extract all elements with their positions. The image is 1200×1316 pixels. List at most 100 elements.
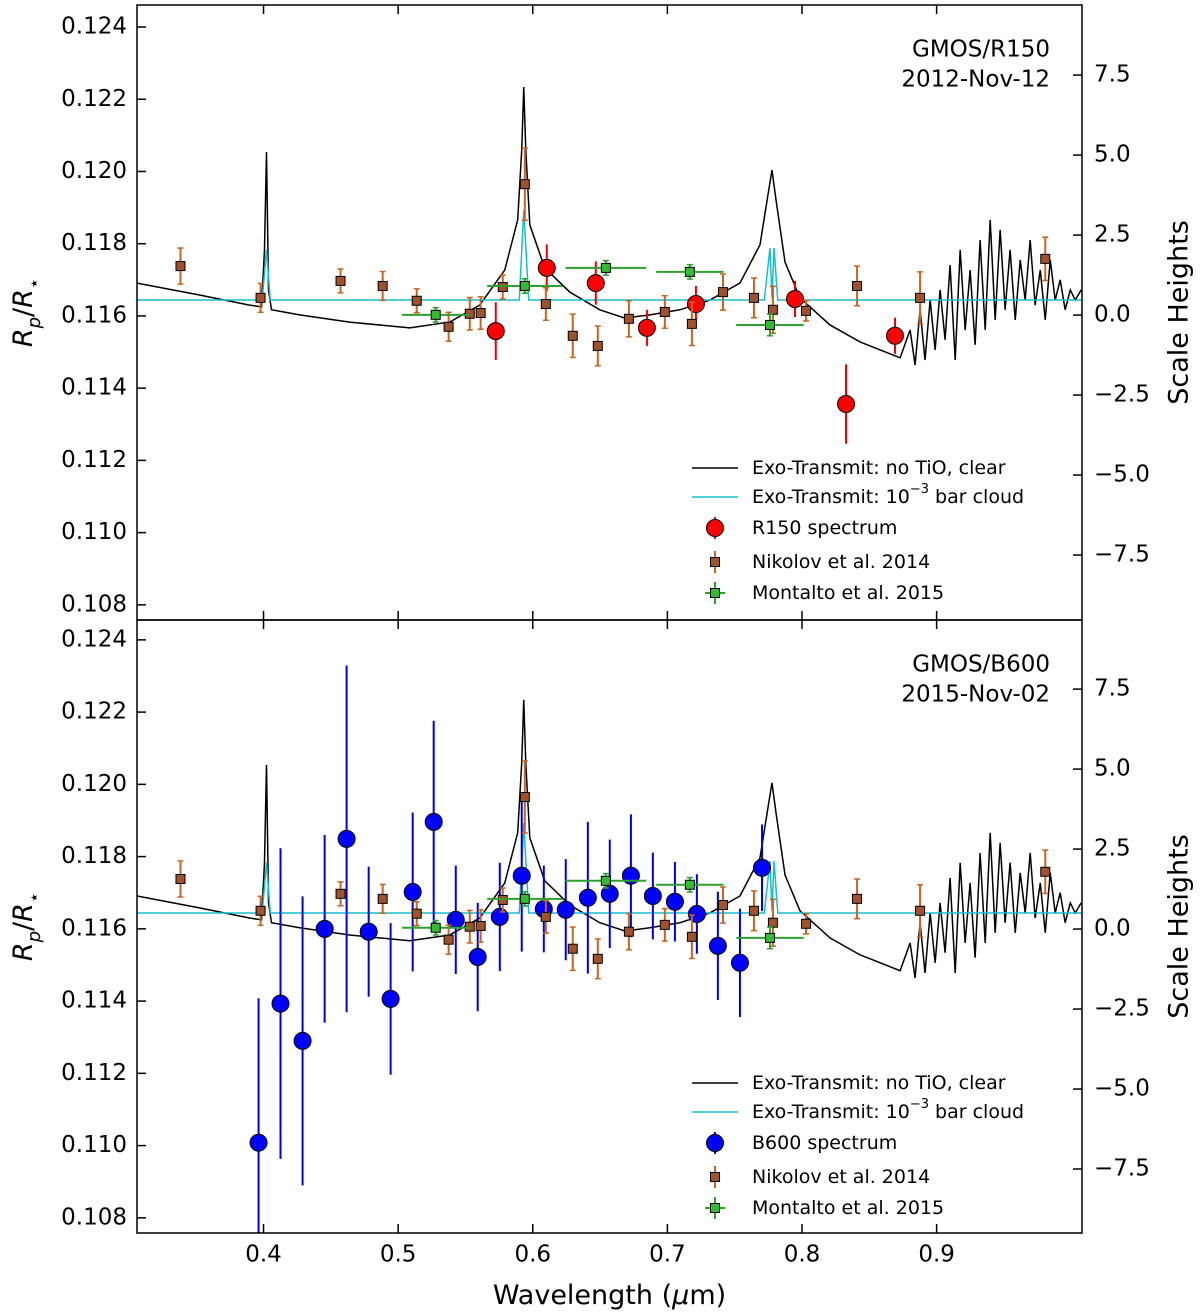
legend-label: Nikolov et al. 2014 xyxy=(752,1166,930,1188)
y-tick-label: 0.114 xyxy=(61,988,127,1014)
y2-tick-label: 7.5 xyxy=(1094,62,1131,88)
data-point xyxy=(464,308,475,319)
data-point xyxy=(623,313,634,324)
data-point xyxy=(801,305,812,316)
panel: 0.108 0.110 0.112 0.114 0.116 0.118 0.120 0.122… xyxy=(8,4,1195,621)
legend-label: Montalto et al. 2015 xyxy=(752,1197,944,1219)
data-point xyxy=(537,258,556,277)
data-point xyxy=(468,948,487,967)
data-point xyxy=(486,322,505,341)
y2-tick-label: −5.0 xyxy=(1094,1076,1150,1102)
data-point xyxy=(519,280,530,291)
legend-label-text: Nikolov et al. 2014 xyxy=(752,1166,930,1188)
data-point xyxy=(337,829,356,848)
data-point xyxy=(377,893,388,904)
data-point xyxy=(684,266,695,277)
data-point xyxy=(767,917,778,928)
data-point xyxy=(852,280,863,291)
data-point xyxy=(175,873,186,884)
y2-tick-label: 0.0 xyxy=(1094,302,1131,328)
data-point xyxy=(519,179,530,190)
panel: 0.108 0.110 0.112 0.114 0.116 0.118 0.120 0.122… xyxy=(8,619,1195,1311)
data-point xyxy=(915,292,926,303)
y2-tick-label: −5.0 xyxy=(1094,462,1150,488)
legend-swatch xyxy=(710,1203,720,1213)
data-point xyxy=(249,1133,268,1152)
data-point xyxy=(519,792,530,803)
data-point xyxy=(753,858,772,877)
x-tick-label: 0.7 xyxy=(649,1242,686,1268)
data-point xyxy=(852,893,863,904)
y2-tick-label: 5.0 xyxy=(1094,756,1131,782)
y2-axis-label: Scale Heights xyxy=(1164,220,1195,405)
y-axis-label-part: p xyxy=(24,931,45,943)
legend-label-sup: −3 xyxy=(910,482,929,497)
y-tick-label: 0.110 xyxy=(61,519,127,545)
legend-label: R150 spectrum xyxy=(752,517,897,539)
data-point xyxy=(717,900,728,911)
y2-tick-label: 7.5 xyxy=(1094,676,1131,702)
legend-label-text: B600 spectrum xyxy=(752,1132,897,1154)
data-point xyxy=(255,292,266,303)
data-point xyxy=(381,989,400,1008)
data-point xyxy=(643,886,662,905)
x-tick-label: 0.5 xyxy=(380,1242,417,1268)
data-point xyxy=(786,289,804,308)
y-axis-label-part: ⋆ xyxy=(24,892,45,903)
data-point xyxy=(497,894,508,905)
data-point xyxy=(586,274,605,293)
y-tick-label: 0.122 xyxy=(61,699,127,725)
data-point xyxy=(748,905,759,916)
data-point xyxy=(600,262,611,273)
legend-label: Montalto et al. 2015 xyxy=(752,582,944,604)
y-tick-label: 0.116 xyxy=(61,915,127,941)
data-point xyxy=(540,911,551,922)
data-point xyxy=(359,922,378,941)
data-point xyxy=(567,330,578,341)
data-point xyxy=(293,1031,312,1050)
legend-label-text: Exo-Transmit: no TiO, clear xyxy=(752,1072,1006,1094)
data-point xyxy=(686,295,705,314)
data-point xyxy=(592,340,603,351)
annotation: 2015-Nov-02 xyxy=(901,682,1050,708)
legend-swatch xyxy=(710,557,720,567)
legend-label: B600 spectrum xyxy=(752,1132,897,1154)
x-axis-label-part: μ xyxy=(671,1280,689,1311)
y2-axis-label: Scale Heights xyxy=(1164,834,1195,1019)
y-tick-label: 0.108 xyxy=(61,591,127,617)
legend-swatch xyxy=(706,519,724,537)
y-tick-label: 0.120 xyxy=(61,771,127,797)
data-point xyxy=(764,319,775,330)
model-line xyxy=(137,210,1082,301)
y-tick-label: 0.122 xyxy=(61,86,127,112)
x-tick-label: 0.8 xyxy=(784,1242,821,1268)
y-tick-label: 0.114 xyxy=(61,375,127,401)
data-point xyxy=(255,905,266,916)
y-tick-label: 0.118 xyxy=(61,230,127,256)
data-point xyxy=(801,918,812,929)
legend-label-sup: −3 xyxy=(910,1097,929,1112)
y-tick-label: 0.108 xyxy=(61,1204,127,1230)
annotation: GMOS/B600 xyxy=(912,652,1050,678)
legend-label-text: Nikolov et al. 2014 xyxy=(752,551,930,573)
y2-tick-label: −7.5 xyxy=(1094,1156,1150,1182)
data-point xyxy=(315,919,334,938)
legend-label: Exo-Transmit: no TiO, clear xyxy=(752,1072,1006,1094)
y-axis-label-part: / xyxy=(8,307,39,317)
axes-frame xyxy=(136,619,1083,1234)
y-axis-label-part: R xyxy=(8,328,39,347)
data-point xyxy=(637,318,656,337)
x-axis-label-part: Wavelength ( xyxy=(493,1280,672,1311)
legend-label: Exo-Transmit: 10−3 bar cloud xyxy=(752,482,1024,508)
data-point xyxy=(659,306,670,317)
data-point xyxy=(430,309,441,320)
data-point xyxy=(403,883,422,902)
legend-label: Exo-Transmit: no TiO, clear xyxy=(752,457,1006,479)
data-point xyxy=(475,920,486,931)
plot-area xyxy=(137,665,1082,1233)
x-tick-label: 0.9 xyxy=(918,1242,955,1268)
data-point xyxy=(475,308,486,319)
y-tick-label: 0.112 xyxy=(61,1060,127,1086)
legend-label: Exo-Transmit: 10−3 bar cloud xyxy=(752,1097,1024,1123)
